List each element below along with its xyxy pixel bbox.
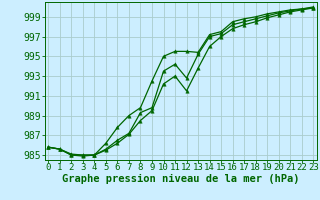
X-axis label: Graphe pression niveau de la mer (hPa): Graphe pression niveau de la mer (hPa)	[62, 174, 300, 184]
